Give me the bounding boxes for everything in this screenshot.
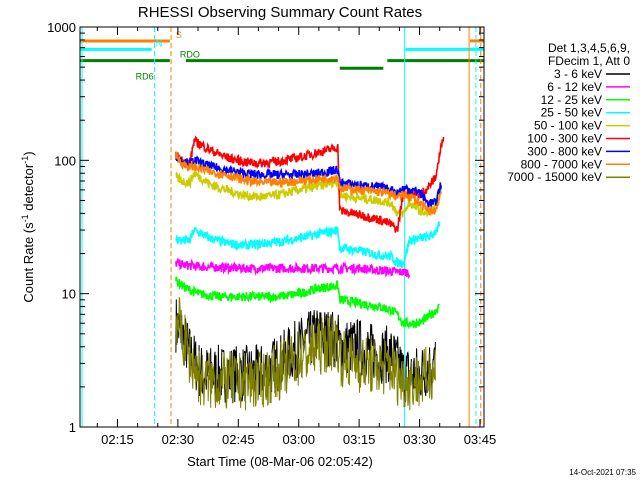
series-line-1	[175, 256, 411, 280]
legend-label-7: 800 - 7000 keV	[521, 157, 602, 171]
x-tick-label-1: 02:30	[162, 432, 195, 447]
y-axis-label-sup2: -1	[20, 156, 30, 164]
chart-title: RHESSI Observing Summary Count Rates	[138, 4, 422, 21]
legend-label-3: 25 - 50 keV	[541, 106, 602, 120]
plot-frame	[79, 26, 485, 428]
attenuator-vertical-lines	[81, 27, 482, 427]
y-tick-label-3: 1000	[47, 20, 76, 35]
timestamp: 14-Oct-2021 07:35	[569, 468, 636, 477]
legend-label-8: 7000 - 15000 keV	[507, 170, 602, 184]
x-tick-label-0: 02:15	[101, 432, 134, 447]
series-lines	[175, 135, 445, 411]
x-axis-ticks: 02:15 02:30 02:45 03:00 03:15 03:30 03:45	[96, 27, 497, 447]
flag-label-rdo: RDO	[180, 50, 200, 60]
x-tick-label-4: 03:15	[343, 432, 376, 447]
x-tick-label-2: 02:45	[222, 432, 255, 447]
y-tick-label-0: 1	[69, 420, 76, 435]
legend-label-5: 100 - 300 keV	[527, 132, 602, 146]
legend: Det 1,3,4,5,6,9, FDecim 1, Att 0 3 - 6 k…	[507, 41, 630, 184]
series-line-7	[175, 151, 442, 216]
series-line-5	[175, 135, 445, 233]
x-tick-label-5: 03:30	[403, 432, 436, 447]
series-line-8	[175, 296, 436, 411]
series-line-4	[175, 170, 442, 219]
series-line-3	[175, 221, 441, 269]
flag-bars: S N RDO RD6	[80, 30, 484, 81]
legend-header-line-1: Det 1,3,4,5,6,9,	[548, 41, 630, 55]
y-axis-ticks: 1 10 100 1000	[47, 20, 484, 435]
legend-label-0: 3 - 6 keV	[554, 67, 602, 81]
y-axis-label: Count Rate (s-1 detector-1)	[20, 151, 36, 302]
series-line-2	[175, 276, 440, 330]
flag-label-s: S	[176, 30, 182, 40]
legend-header-line-2: FDecim 1, Att 0	[548, 54, 630, 68]
y-axis-label-main: Count Rate (s	[21, 222, 36, 303]
flag-label-rd6: RD6	[136, 71, 154, 81]
y-tick-label-1: 10	[62, 287, 76, 302]
x-axis-label: Start Time (08-Mar-06 02:05:42)	[187, 454, 373, 469]
series-line-6	[175, 152, 442, 209]
legend-label-4: 50 - 100 keV	[534, 119, 602, 133]
legend-label-6: 300 - 800 keV	[527, 144, 602, 158]
legend-label-2: 12 - 25 keV	[541, 93, 602, 107]
x-tick-label-3: 03:00	[282, 432, 315, 447]
y-tick-label-2: 100	[54, 153, 76, 168]
legend-label-1: 6 - 12 keV	[547, 80, 602, 94]
y-axis-label-end: )	[21, 151, 36, 155]
flag-label-n: N	[156, 38, 163, 48]
x-tick-label-6: 03:45	[464, 432, 497, 447]
y-axis-label-sup: -1	[20, 214, 30, 222]
y-axis-label-mid: detector	[21, 163, 36, 214]
